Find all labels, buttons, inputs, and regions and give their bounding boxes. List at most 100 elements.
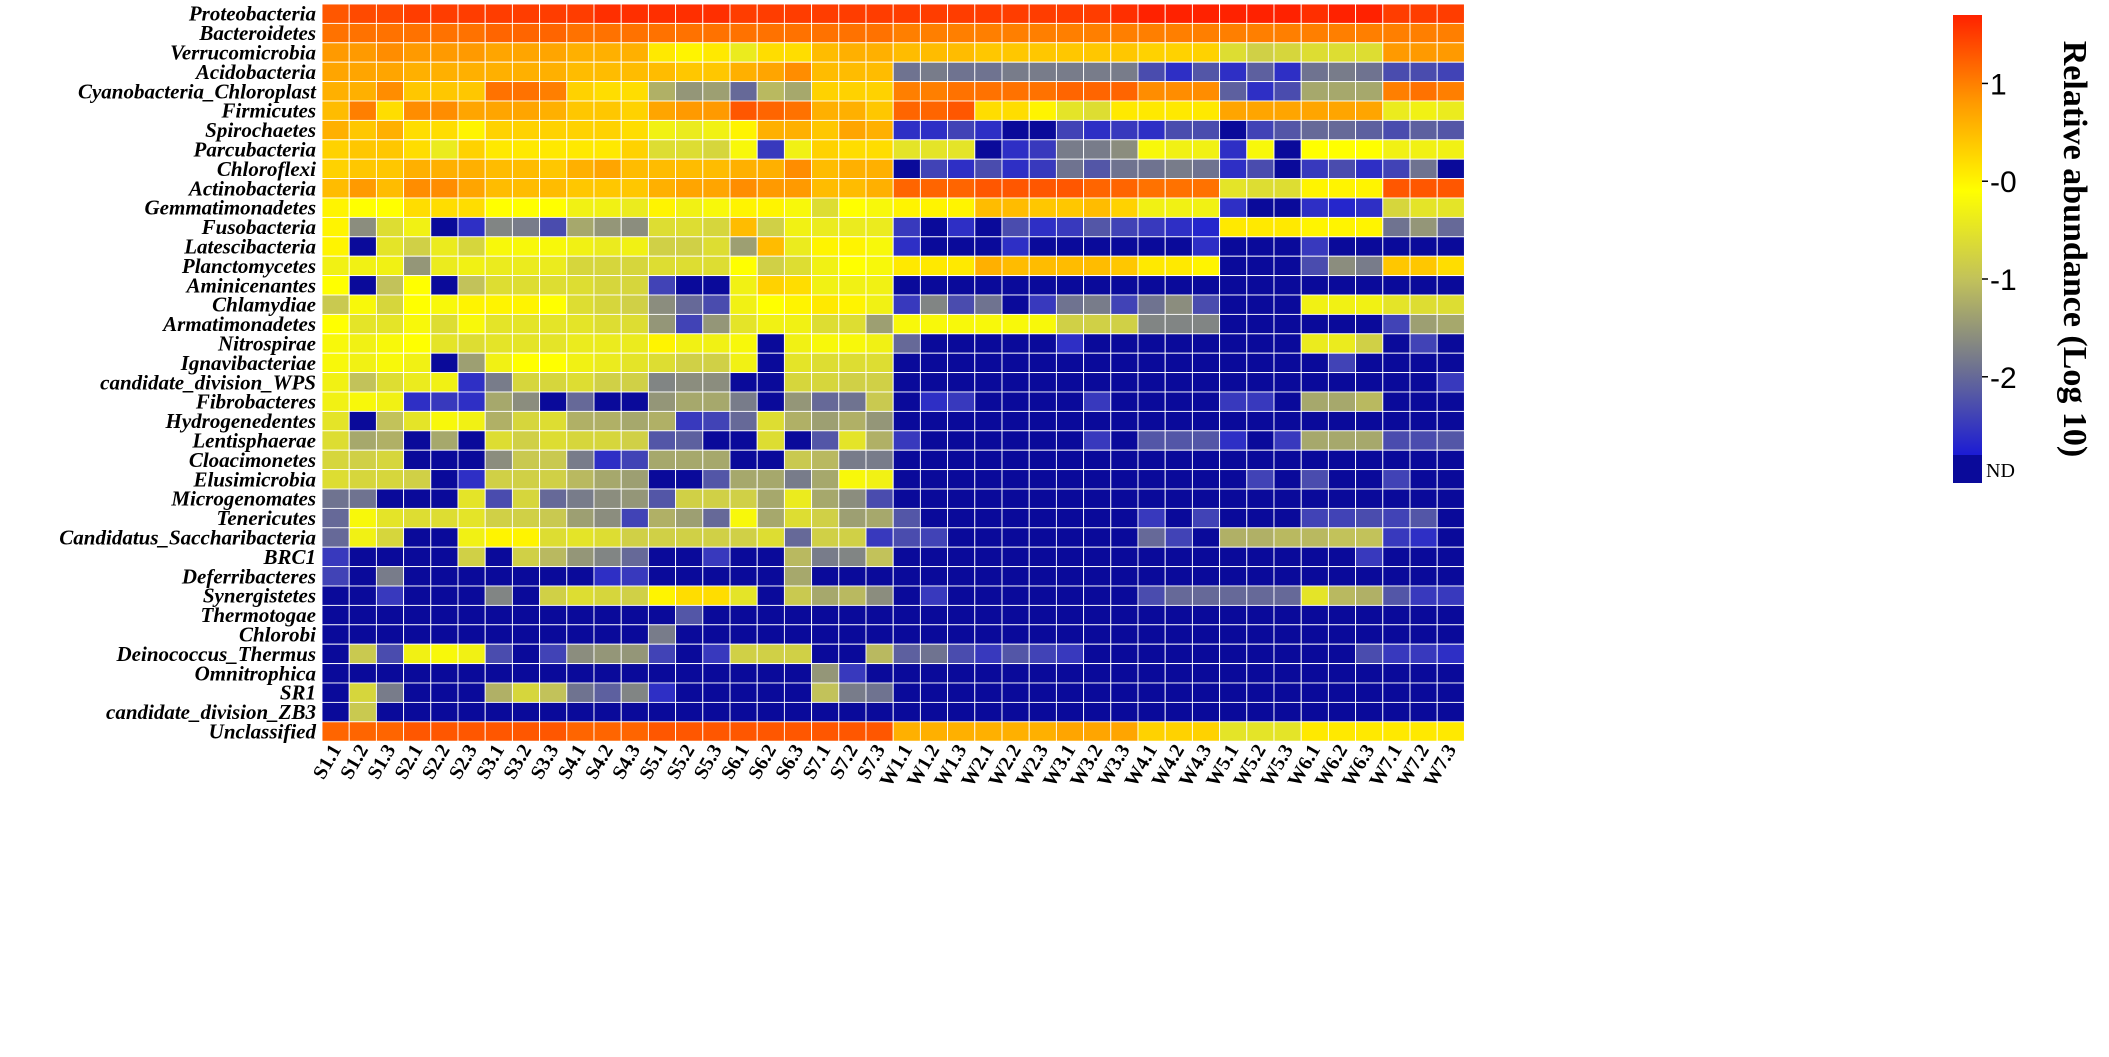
heatmap-cell xyxy=(783,721,813,742)
heatmap-cell xyxy=(919,449,949,471)
heatmap-cell xyxy=(865,507,894,529)
heatmap-cell xyxy=(811,566,840,587)
heatmap-cell xyxy=(811,410,840,432)
heatmap-cell xyxy=(348,216,377,238)
heatmap-cell xyxy=(321,139,350,160)
heatmap-cell xyxy=(321,507,350,529)
heatmap-cell xyxy=(1055,391,1085,412)
heatmap-cell xyxy=(919,682,949,703)
heatmap-cell xyxy=(1001,294,1030,315)
heatmap-cell xyxy=(783,449,813,471)
heatmap-cell xyxy=(1028,372,1057,393)
heatmap-cell xyxy=(1409,624,1438,645)
heatmap-cell xyxy=(403,721,432,742)
heatmap-cell xyxy=(1001,275,1030,296)
heatmap-cell xyxy=(539,158,568,180)
heatmap-cell xyxy=(430,527,459,548)
heatmap-cell xyxy=(783,430,813,451)
heatmap-cell xyxy=(892,119,921,141)
heatmap-cell xyxy=(1246,275,1275,296)
heatmap-cell xyxy=(1055,701,1085,723)
heatmap-cell xyxy=(1028,255,1057,277)
heatmap-cell xyxy=(783,527,813,548)
heatmap-cell xyxy=(756,469,785,490)
heatmap-cell xyxy=(811,139,840,160)
column-label: S5.1 xyxy=(635,741,672,783)
heatmap-cell xyxy=(1191,546,1221,568)
heatmap-cell xyxy=(1191,624,1221,645)
heatmap-cell xyxy=(1300,61,1329,83)
heatmap-cell xyxy=(1327,546,1357,568)
heatmap-cell xyxy=(1436,178,1465,199)
heatmap-cell xyxy=(511,119,541,141)
heatmap-cell xyxy=(539,604,568,626)
heatmap-cell xyxy=(919,352,949,374)
heatmap-cell xyxy=(1137,42,1166,63)
heatmap-cell xyxy=(675,469,704,490)
heatmap-cell xyxy=(1110,372,1139,393)
heatmap-cell xyxy=(484,663,513,684)
heatmap-cell xyxy=(1382,469,1411,490)
heatmap-cell xyxy=(865,333,894,354)
heatmap-cell xyxy=(593,721,622,742)
heatmap-cell xyxy=(566,663,595,684)
heatmap-cell xyxy=(403,275,432,296)
heatmap-cell xyxy=(1409,236,1438,257)
heatmap-cell xyxy=(1436,488,1465,509)
heatmap-cell xyxy=(1409,22,1438,44)
heatmap-cell xyxy=(865,682,894,703)
heatmap-cell xyxy=(484,352,513,374)
heatmap-cell xyxy=(974,372,1003,393)
heatmap-cell xyxy=(484,197,513,218)
heatmap-cell xyxy=(1355,682,1384,703)
heatmap-cell xyxy=(1436,643,1465,665)
heatmap-cell xyxy=(675,216,704,238)
heatmap-cell xyxy=(1327,61,1357,83)
heatmap-cell xyxy=(1191,236,1221,257)
heatmap-cell xyxy=(729,585,758,606)
heatmap-cell xyxy=(675,507,704,529)
heatmap-cell xyxy=(430,449,459,471)
heatmap-cell xyxy=(1110,410,1139,432)
heatmap-cell xyxy=(811,100,840,121)
heatmap-cell xyxy=(1273,275,1302,296)
heatmap-cell xyxy=(675,410,704,432)
heatmap-cell xyxy=(675,333,704,354)
heatmap-cell xyxy=(1300,469,1329,490)
heatmap-cell xyxy=(947,546,976,568)
heatmap-cell xyxy=(1246,3,1275,24)
heatmap-cell xyxy=(511,585,541,606)
heatmap-cell xyxy=(1164,81,1193,102)
heatmap-cell xyxy=(1083,275,1112,296)
heatmap-cell xyxy=(675,22,704,44)
heatmap-cell xyxy=(348,643,377,665)
heatmap-cell xyxy=(892,178,921,199)
heatmap-cell xyxy=(348,391,377,412)
heatmap-cell xyxy=(865,391,894,412)
heatmap-cell xyxy=(375,449,405,471)
heatmap-cell xyxy=(1191,701,1221,723)
heatmap-cell xyxy=(1355,119,1384,141)
heatmap-cell xyxy=(430,585,459,606)
heatmap-cell xyxy=(1083,178,1112,199)
heatmap-cell xyxy=(348,372,377,393)
heatmap-cell xyxy=(457,236,486,257)
heatmap-cell xyxy=(1436,604,1465,626)
heatmap-cell xyxy=(457,527,486,548)
heatmap-cell xyxy=(1219,488,1248,509)
heatmap-cell xyxy=(756,624,785,645)
heatmap-cell xyxy=(1083,216,1112,238)
heatmap-cell xyxy=(892,449,921,471)
heatmap-cell xyxy=(511,701,541,723)
colorbar-tick-label: -2 xyxy=(1990,362,2017,395)
heatmap-cell xyxy=(375,488,405,509)
heatmap-cell xyxy=(321,643,350,665)
heatmap-cell xyxy=(675,372,704,393)
heatmap-cell xyxy=(593,624,622,645)
heatmap-cell xyxy=(593,22,622,44)
heatmap-cell xyxy=(375,236,405,257)
heatmap-cell xyxy=(1409,391,1438,412)
heatmap-cell xyxy=(321,391,350,412)
heatmap-cell xyxy=(1219,197,1248,218)
row-label: Cloacimonetes xyxy=(189,448,316,472)
